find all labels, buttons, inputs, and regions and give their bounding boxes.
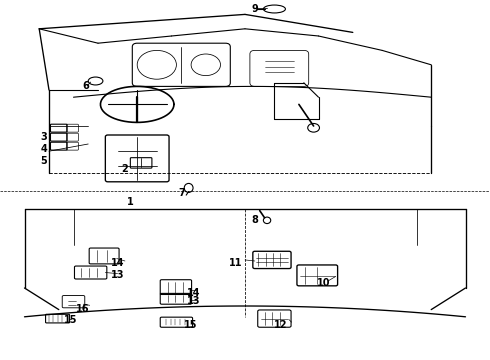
Text: 11: 11 (228, 258, 242, 268)
Text: 8: 8 (251, 215, 258, 225)
Text: 4: 4 (41, 144, 48, 154)
Text: 5: 5 (41, 156, 48, 166)
Text: 10: 10 (317, 278, 330, 288)
Text: 6: 6 (82, 81, 89, 91)
Text: 9: 9 (251, 4, 258, 14)
Text: 13: 13 (187, 296, 200, 306)
Text: 1: 1 (126, 197, 133, 207)
Text: 3: 3 (41, 132, 48, 142)
Text: 7: 7 (178, 188, 185, 198)
Text: 14: 14 (111, 258, 124, 268)
Text: 15: 15 (64, 315, 78, 325)
Text: 13: 13 (111, 270, 124, 280)
Text: 16: 16 (75, 304, 89, 314)
Text: 2: 2 (122, 164, 128, 174)
Text: 14: 14 (187, 288, 200, 298)
Text: 12: 12 (273, 320, 287, 330)
Text: 15: 15 (184, 320, 198, 330)
